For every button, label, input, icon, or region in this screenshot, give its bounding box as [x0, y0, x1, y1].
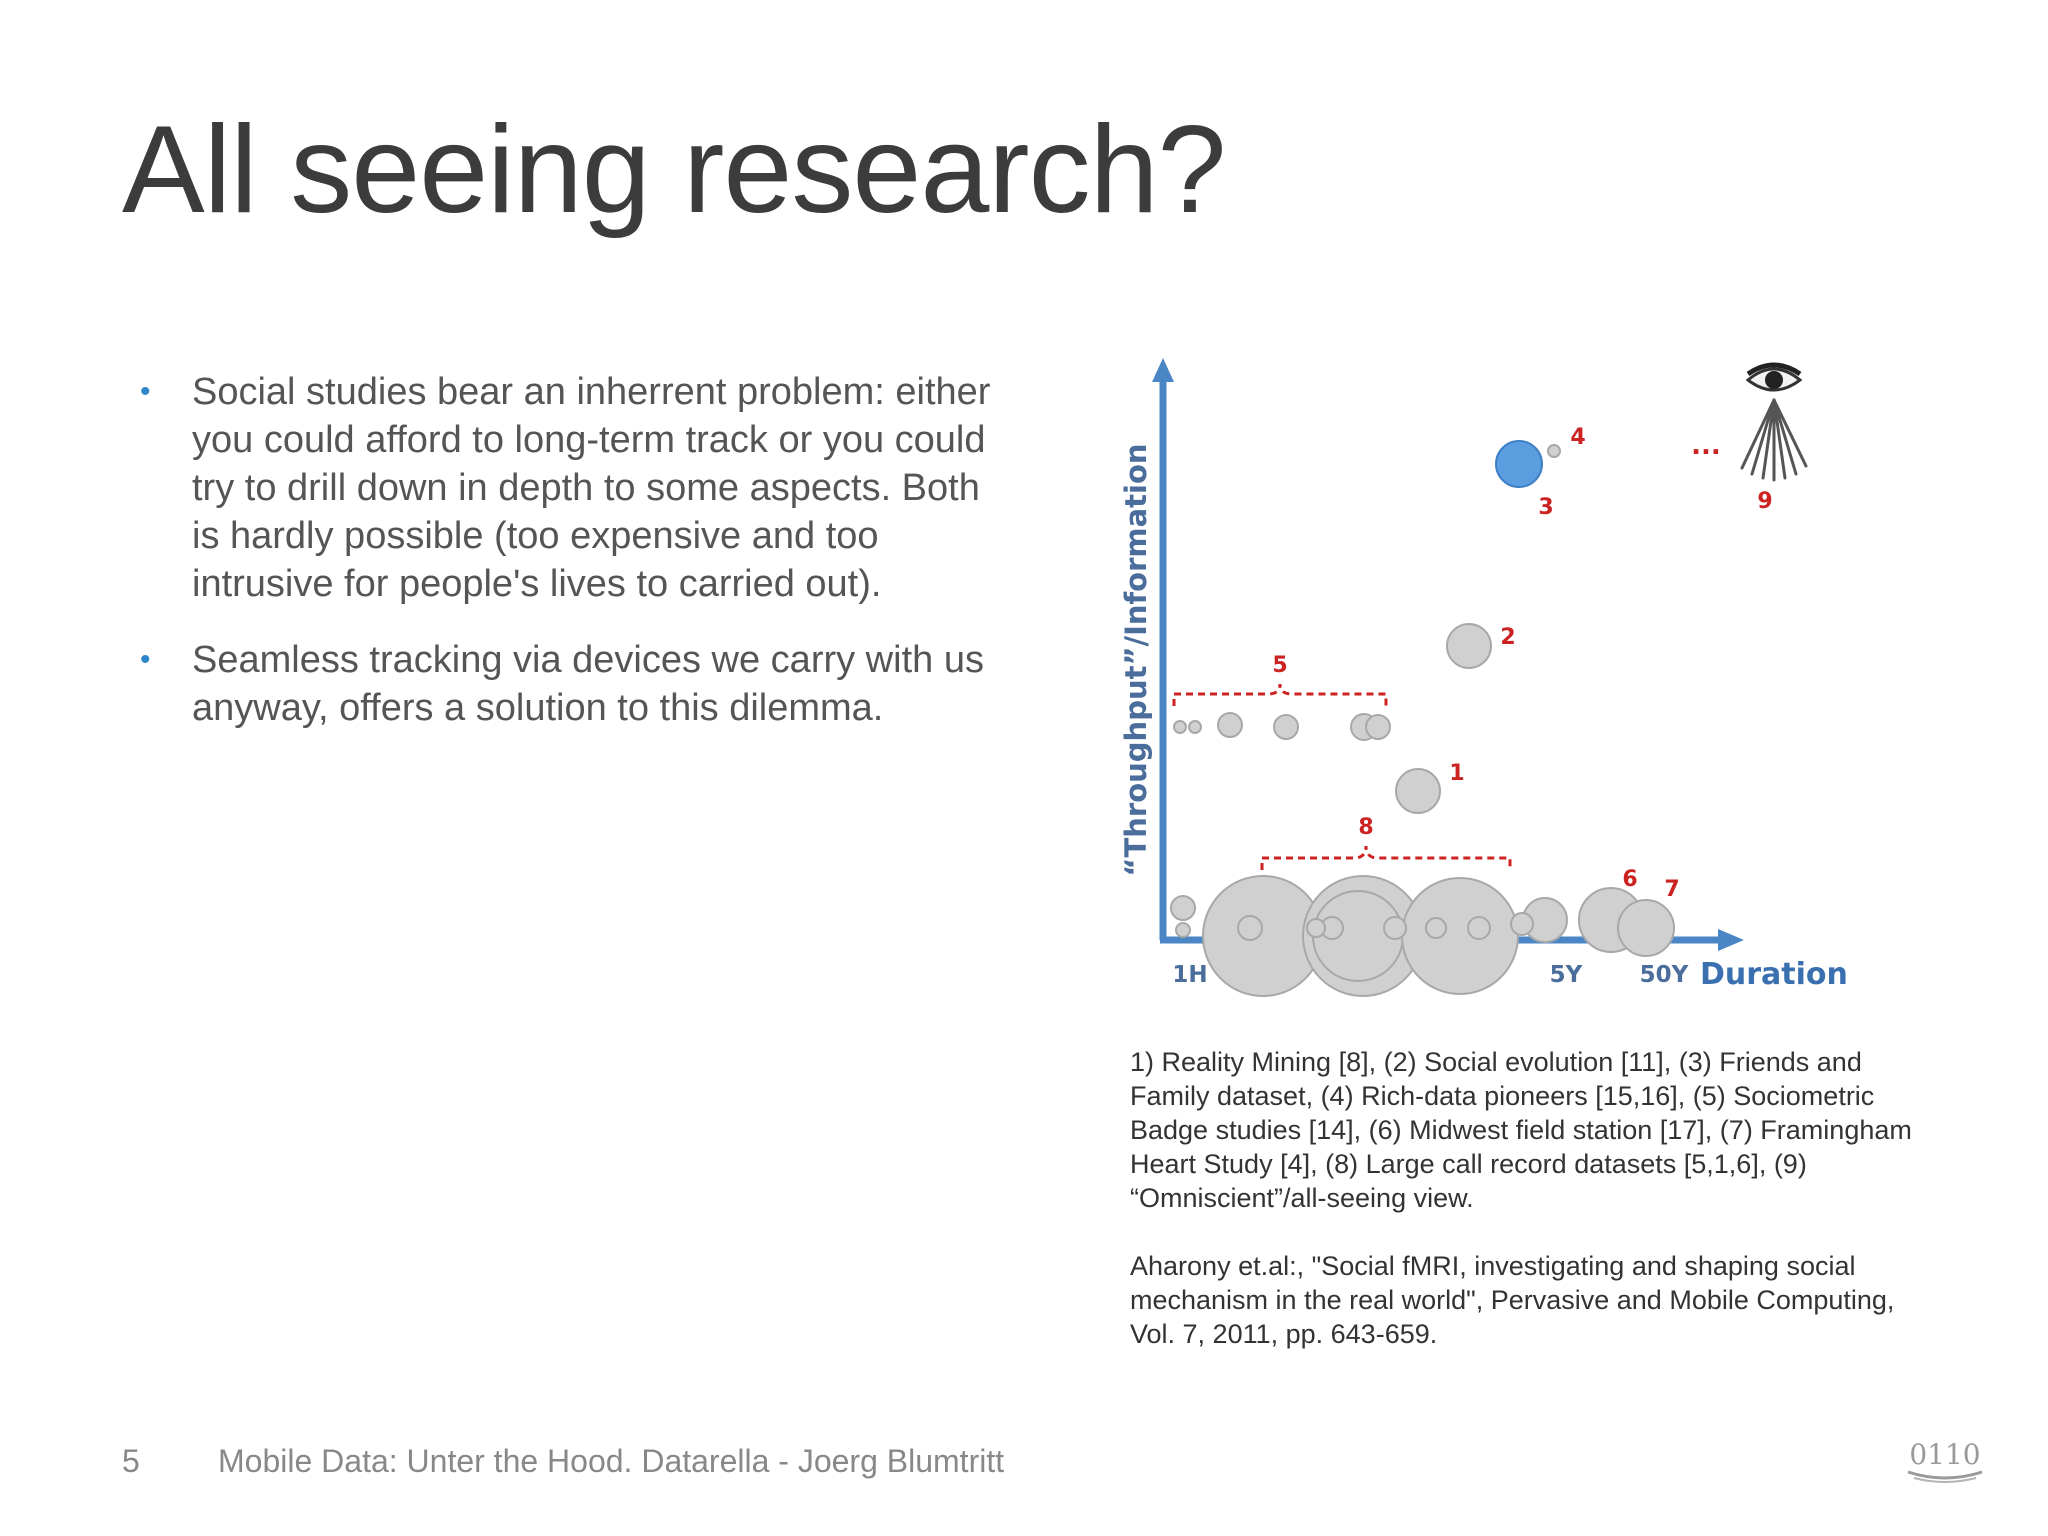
bubble — [1237, 915, 1263, 941]
y-axis-arrow-icon — [1152, 358, 1174, 382]
all-seeing-eye-icon — [1740, 362, 1808, 482]
marker-label: 2 — [1500, 625, 1515, 650]
bullet-text: Social studies bear an inherrent problem… — [192, 371, 991, 605]
marker-label: 8 — [1358, 815, 1373, 840]
caption-legend: 1) Reality Mining [8], (2) Social evolut… — [1130, 1047, 1912, 1213]
ellipsis-label: ... — [1691, 431, 1721, 461]
marker-label: 4 — [1570, 425, 1585, 450]
bubble — [1175, 922, 1191, 938]
bullet-item: • Seamless tracking via devices we carry… — [140, 636, 1010, 732]
marker-label: 3 — [1538, 495, 1553, 520]
page-number: 5 — [122, 1443, 140, 1479]
bubble — [1273, 714, 1299, 740]
figure-caption: 1) Reality Mining [8], (2) Social evolut… — [1130, 1045, 1920, 1385]
bubble — [1510, 912, 1534, 936]
bubble-rich-data — [1547, 444, 1561, 458]
marker-label: 9 — [1757, 489, 1772, 514]
bullet-dot-icon: • — [140, 375, 151, 408]
bubble — [1188, 720, 1202, 734]
bubble — [1383, 916, 1407, 940]
bubble — [1170, 895, 1196, 921]
bubble — [1365, 714, 1391, 740]
bullet-item: • Social studies bear an inherrent probl… — [140, 368, 1010, 608]
bullet-text: Seamless tracking via devices we carry w… — [192, 639, 984, 729]
bubble — [1306, 918, 1326, 938]
bracket-8 — [1260, 845, 1512, 870]
marker-label: 5 — [1272, 653, 1287, 678]
bubble — [1467, 916, 1491, 940]
x-axis-arrow-icon — [1718, 929, 1744, 951]
footer-text: Mobile Data: Unter the Hood. Datarella -… — [218, 1443, 1005, 1479]
bubble-reality-mining — [1395, 768, 1441, 814]
research-scope-figure: “Throughput”/Information Duration 1H 1D … — [1119, 358, 1848, 997]
bubble — [1617, 899, 1675, 957]
x-tick-label: 5Y — [1550, 962, 1583, 988]
bubble — [1217, 712, 1243, 738]
x-axis-label: Duration — [1700, 957, 1848, 992]
bullet-dot-icon: • — [140, 643, 151, 676]
crown-logo-icon: 0110 — [1907, 1438, 1983, 1483]
bubble — [1401, 877, 1519, 995]
bullet-list: • Social studies bear an inherrent probl… — [140, 368, 1010, 760]
citation: Aharony et.al:, "Social fMRI, investigat… — [1130, 1251, 1895, 1349]
bubble-social-evolution — [1446, 623, 1492, 669]
marker-label: 1 — [1449, 761, 1464, 786]
x-tick-label: 1H — [1172, 962, 1207, 988]
bubble-friends-family — [1495, 440, 1543, 488]
marker-label: 6 — [1622, 867, 1637, 892]
marker-label: 7 — [1664, 877, 1679, 902]
bracket-5 — [1172, 683, 1388, 706]
x-tick-label: 50Y — [1640, 962, 1689, 988]
logo-text: 0110 — [1909, 1438, 1980, 1471]
bubble — [1173, 720, 1187, 734]
bubble — [1425, 917, 1447, 939]
slide-title: All seeing research? — [122, 101, 1227, 239]
y-axis-label: “Throughput”/Information — [1119, 443, 1153, 876]
